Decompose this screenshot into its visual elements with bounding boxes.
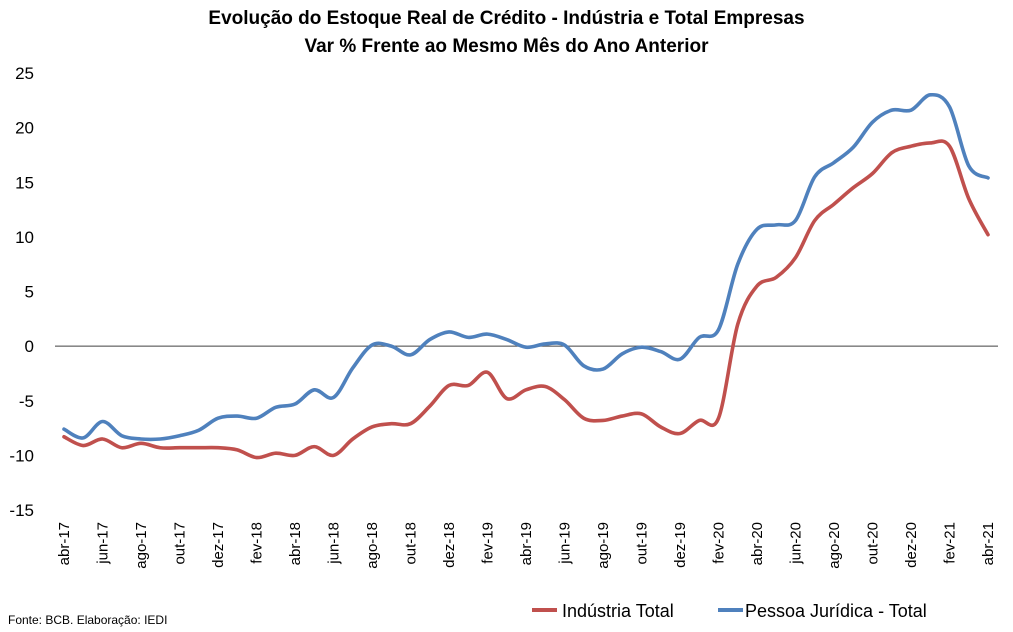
plot-area — [55, 92, 998, 460]
x-tick-label: abr-18 — [287, 522, 304, 565]
y-tick-label: 10 — [15, 228, 34, 247]
x-tick-label: fev-20 — [711, 522, 728, 564]
x-tick-label: jun-17 — [95, 522, 112, 565]
x-tick-label: dez-19 — [672, 522, 689, 568]
series-line-pessoa-juridica-total — [62, 92, 990, 442]
x-tick-label: ago-17 — [133, 522, 150, 569]
x-tick-label: ago-20 — [826, 522, 843, 569]
y-tick-label: 0 — [25, 337, 34, 356]
x-tick-label: abr-17 — [56, 522, 73, 565]
y-tick-label: 5 — [25, 283, 34, 302]
y-axis-labels: -15 -10 -5 0 5 10 15 20 25 — [9, 64, 34, 520]
x-tick-label: out-17 — [172, 522, 189, 565]
y-tick-label: 20 — [15, 119, 34, 138]
legend: Indústria Total Pessoa Jurídica - Total — [532, 601, 927, 621]
x-tick-label: abr-21 — [980, 522, 997, 565]
x-tick-label: jun-20 — [788, 522, 805, 565]
y-tick-label: -10 — [9, 446, 34, 465]
y-tick-label: 25 — [15, 64, 34, 83]
legend-label: Pessoa Jurídica - Total — [745, 601, 927, 621]
source-note: Fonte: BCB. Elaboração: IEDI — [8, 613, 168, 627]
x-tick-label: dez-17 — [210, 522, 227, 568]
y-tick-label: -15 — [9, 501, 34, 520]
x-tick-label: fev-21 — [942, 522, 959, 564]
legend-label: Indústria Total — [562, 601, 674, 621]
chart-title: Evolução do Estoque Real de Crédito - In… — [208, 8, 805, 29]
x-tick-label: fev-19 — [480, 522, 497, 564]
x-tick-label: dez-18 — [441, 522, 458, 568]
x-tick-label: out-18 — [403, 522, 420, 565]
x-tick-label: out-19 — [634, 522, 651, 565]
x-tick-label: ago-19 — [595, 522, 612, 569]
x-tick-label: jun-19 — [557, 522, 574, 565]
x-tick-label: abr-19 — [518, 522, 535, 565]
x-tick-label: dez-20 — [903, 522, 920, 568]
x-tick-label: out-20 — [865, 522, 882, 565]
x-tick-label: jun-18 — [326, 522, 343, 565]
x-tick-label: fev-18 — [249, 522, 266, 564]
x-axis-labels: abr-17 jun-17 ago-17 out-17 dez-17 fev-18 abr-… — [56, 522, 997, 569]
x-tick-label: ago-18 — [364, 522, 381, 569]
chart-subtitle: Var % Frente ao Mesmo Mês do Ano Anterio… — [304, 36, 709, 57]
series-line-industria-total — [62, 139, 990, 460]
y-tick-label: 15 — [15, 173, 34, 192]
x-tick-label: abr-20 — [749, 522, 766, 565]
y-tick-label: -5 — [19, 392, 34, 411]
